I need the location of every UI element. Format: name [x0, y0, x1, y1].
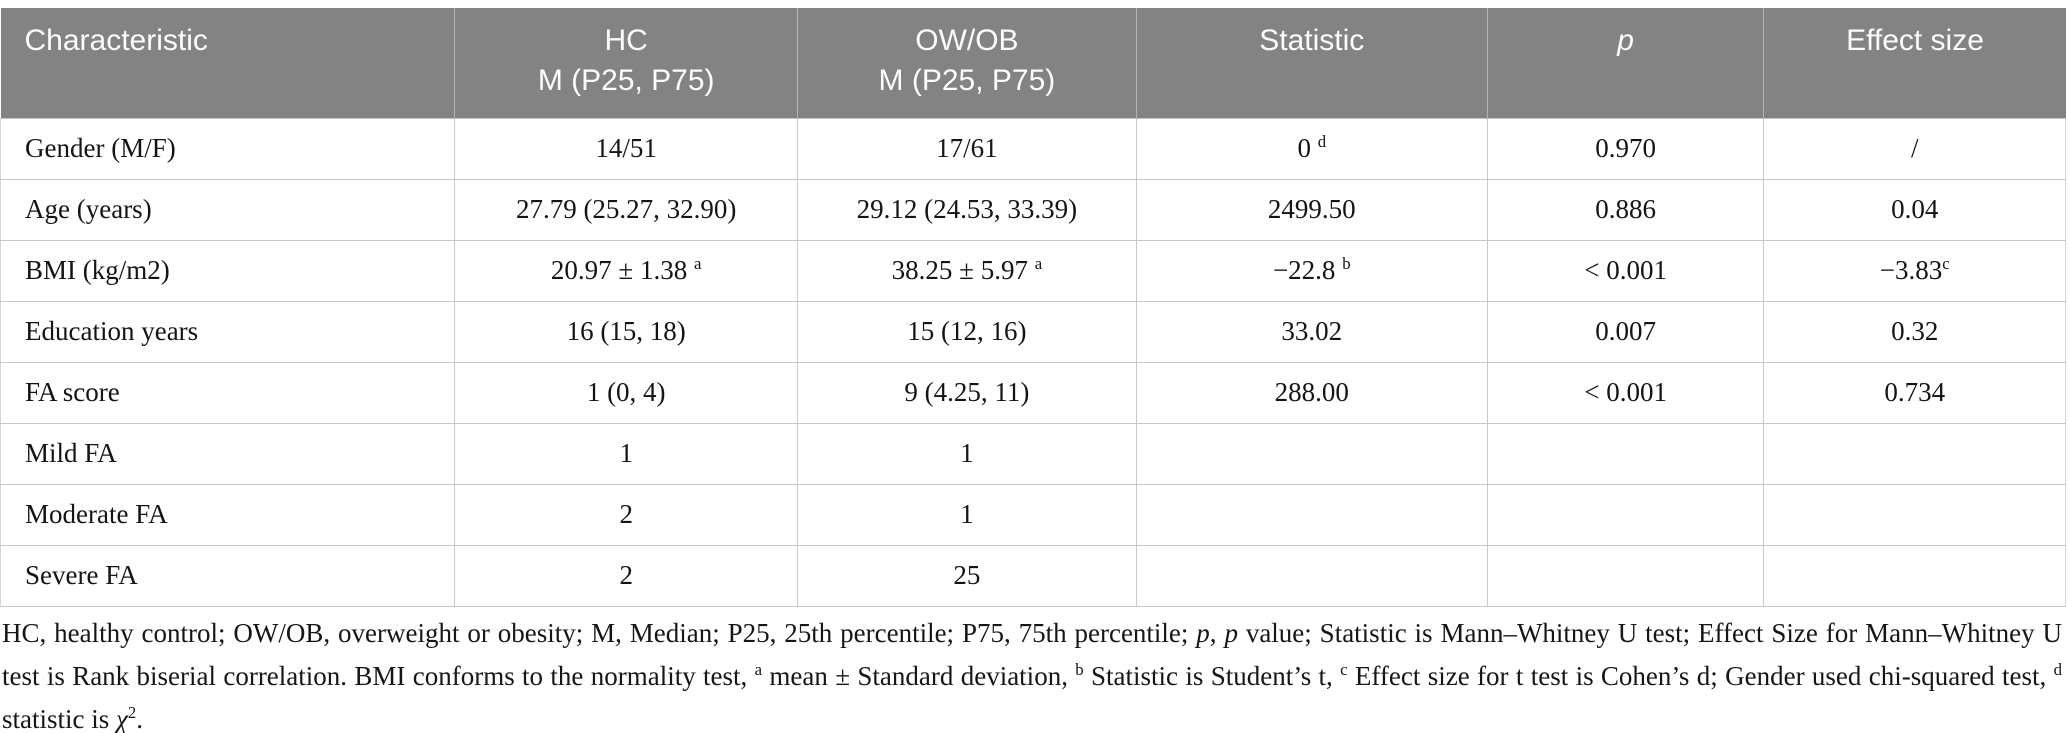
table-header: Characteristic HC M (P25, P75) OW/OB M (P25,…	[0, 8, 2066, 118]
table-cell: 2499.50	[1135, 178, 1488, 241]
characteristics-table: Characteristic HC M (P25, P75) OW/OB M (P25,…	[0, 8, 2066, 607]
row-label: Gender (M/F)	[0, 117, 456, 180]
table-row: Gender (M/F) 14/51 17/61 0 d 0.970/	[0, 117, 2066, 180]
table-cell: 0.970	[1486, 117, 1765, 180]
table-cell: 0.007	[1486, 300, 1765, 363]
table-cell: 15 (12, 16)	[797, 300, 1137, 363]
column-header-statistic: Statistic	[1135, 8, 1488, 118]
table-row: Severe FA 2 25	[0, 544, 2066, 607]
row-label: Mild FA	[0, 422, 456, 485]
table-cell: 17/61	[797, 117, 1137, 180]
table-cell: 20.97 ± 1.38 a	[454, 239, 799, 302]
table-row: Education years 16 (15, 18) 15 (12, 16) 33.…	[0, 300, 2066, 363]
table-cell: 14/51	[454, 117, 799, 180]
table-body: Gender (M/F) 14/51 17/61 0 d 0.970/Age (year…	[0, 117, 2066, 607]
table-cell: 27.79 (25.27, 32.90)	[454, 178, 799, 241]
row-label: FA score	[0, 361, 456, 424]
table-cell: 0 d	[1135, 117, 1488, 180]
table-cell	[1486, 544, 1765, 607]
row-label: BMI (kg/m2)	[0, 239, 456, 302]
table-cell: 1	[797, 422, 1137, 485]
row-label: Moderate FA	[0, 483, 456, 546]
table-cell	[1763, 544, 2066, 607]
table-cell	[1763, 422, 2066, 485]
column-header-characteristic: Characteristic	[0, 8, 456, 118]
table-row: Mild FA 1 1	[0, 422, 2066, 485]
table-cell: 25	[797, 544, 1137, 607]
table-cell	[1135, 483, 1488, 546]
table-cell: 9 (4.25, 11)	[797, 361, 1137, 424]
table-cell: 2	[454, 483, 799, 546]
table-cell: 33.02	[1135, 300, 1488, 363]
table-row: BMI (kg/m2) 20.97 ± 1.38 a 38.25 ± 5.97 a −…	[0, 239, 2066, 302]
table-row: FA score 1 (0, 4) 9 (4.25, 11) 288.00 < 0.00…	[0, 361, 2066, 424]
table-cell: 0.886	[1486, 178, 1765, 241]
table-row: Age (years) 27.79 (25.27, 32.90) 29.12 (24…	[0, 178, 2066, 241]
table-row: Moderate FA 2 1	[0, 483, 2066, 546]
column-header-ow-ob: OW/OB M (P25, P75)	[797, 8, 1137, 118]
table-cell	[1135, 422, 1488, 485]
table-cell: 288.00	[1135, 361, 1488, 424]
table-cell	[1763, 483, 2066, 546]
row-label: Severe FA	[0, 544, 456, 607]
table-cell	[1135, 544, 1488, 607]
table-cell	[1486, 483, 1765, 546]
table-cell: 0.734	[1763, 361, 2066, 424]
table-cell: 38.25 ± 5.97 a	[797, 239, 1137, 302]
table-cell: 0.32	[1763, 300, 2066, 363]
table-cell: < 0.001	[1486, 361, 1765, 424]
table-cell: 1	[454, 422, 799, 485]
table-cell: /	[1763, 117, 2066, 180]
column-header-hc: HC M (P25, P75)	[454, 8, 799, 118]
table-cell: < 0.001	[1486, 239, 1765, 302]
table-footnote: HC, healthy control; OW/OB, overweight o…	[2, 617, 2062, 733]
table-cell: 0.04	[1763, 178, 2066, 241]
table-cell: 1 (0, 4)	[454, 361, 799, 424]
column-header-effect-size: Effect size	[1763, 8, 2066, 118]
table-cell: 1	[797, 483, 1137, 546]
table-cell: 2	[454, 544, 799, 607]
table-cell: −3.83c	[1763, 239, 2066, 302]
header-row: Characteristic HC M (P25, P75) OW/OB M (P25,…	[0, 8, 2066, 118]
row-label: Age (years)	[0, 178, 456, 241]
table-cell	[1486, 422, 1765, 485]
table-cell: 29.12 (24.53, 33.39)	[797, 178, 1137, 241]
row-label: Education years	[0, 300, 456, 363]
table-cell: 16 (15, 18)	[454, 300, 799, 363]
table-cell: −22.8 b	[1135, 239, 1488, 302]
column-header-p: p	[1486, 8, 1765, 118]
